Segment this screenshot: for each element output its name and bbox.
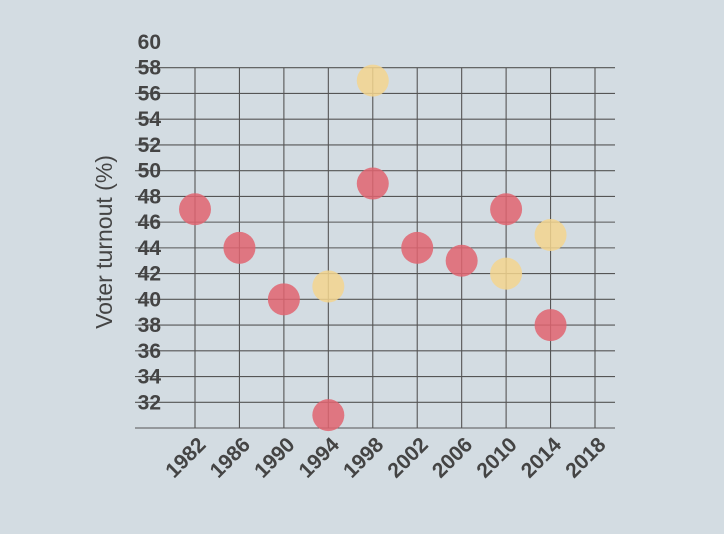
y-tick-label: 38 (138, 314, 162, 337)
y-tick-label: 60 (138, 31, 161, 54)
y-tick-label: 34 (138, 366, 162, 389)
y-axis-label: Voter turnout (%) (91, 155, 117, 329)
scatter-point-series-1 (179, 193, 211, 226)
scatter-point-series-1 (356, 167, 389, 200)
y-tick-label: 56 (138, 82, 161, 105)
y-tick-label: 36 (138, 340, 161, 363)
y-tick-label: 46 (138, 211, 161, 234)
scatter-point-series-2 (312, 270, 345, 303)
y-tick-label: 50 (138, 160, 161, 183)
scatter-point-series-2 (490, 257, 523, 290)
x-tick-label: 2006 (428, 433, 477, 482)
scatter-point-series-1 (534, 309, 567, 342)
x-tick-label: 1994 (295, 433, 345, 483)
scatter-point-series-1 (490, 193, 523, 226)
x-tick-label: 1998 (339, 433, 389, 483)
scatter-point-series-1 (401, 231, 434, 264)
x-tick-label: 2010 (472, 433, 521, 482)
scatter-point-series-1 (223, 231, 256, 264)
scatter-point-series-2 (356, 64, 389, 97)
x-tick-label: 2014 (517, 433, 567, 483)
y-tick-label: 52 (138, 134, 161, 157)
scatter-point-series-1 (312, 399, 345, 432)
x-tick-label: 1982 (161, 433, 210, 482)
x-tick-label: 2018 (561, 433, 611, 483)
scatter-point-series-1 (267, 283, 300, 316)
y-tick-label: 54 (138, 108, 162, 131)
y-tick-label: 40 (138, 288, 161, 311)
scatter-point-series-2 (534, 219, 567, 251)
y-tick-label: 42 (138, 263, 161, 286)
y-tick-label: 58 (138, 57, 162, 80)
x-tick-label: 1990 (250, 433, 299, 482)
y-tick-label: 48 (138, 185, 162, 208)
x-tick-label: 1986 (206, 433, 255, 482)
scatter-point-series-1 (445, 244, 478, 277)
x-tick-label: 2002 (383, 433, 432, 482)
y-tick-label: 32 (138, 391, 161, 414)
y-tick-label: 44 (138, 237, 162, 260)
data-points (179, 64, 567, 432)
